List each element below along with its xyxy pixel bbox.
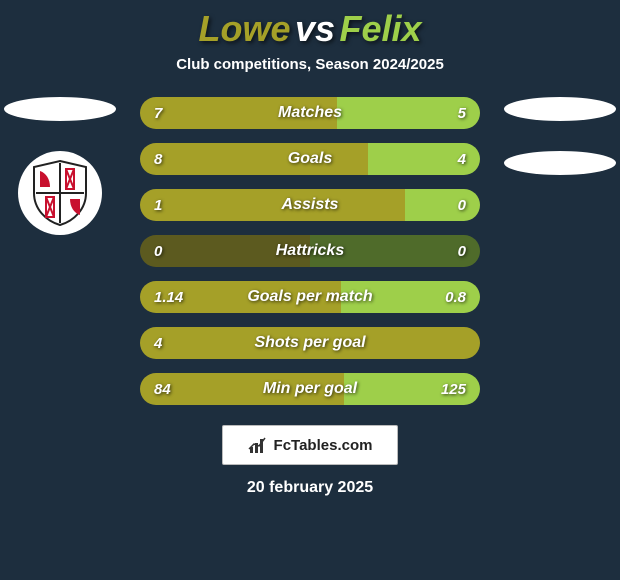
stat-bar-row: Shots per goal4 [140, 327, 480, 359]
bar-value-left: 4 [154, 327, 162, 359]
bar-value-left: 1 [154, 189, 162, 221]
left-club-shield [18, 151, 102, 235]
source-logo-text: FcTables.com [274, 437, 373, 454]
left-club-ellipse [4, 97, 116, 121]
bar-value-left: 7 [154, 97, 162, 129]
bar-value-left: 1.14 [154, 281, 183, 313]
bar-stat-label: Matches [140, 97, 480, 129]
bar-value-right: 0.8 [445, 281, 466, 313]
date: 20 february 2025 [0, 479, 620, 497]
source-logo: FcTables.com [222, 425, 398, 465]
left-badge-column [0, 97, 120, 235]
page-title: Lowe vs Felix [0, 0, 620, 50]
title-vs: vs [295, 8, 335, 49]
bar-stat-label: Assists [140, 189, 480, 221]
stat-bar-row: Assists1 0 [140, 189, 480, 221]
subtitle: Club competitions, Season 2024/2025 [0, 56, 620, 73]
bar-stat-label: Hattricks [140, 235, 480, 267]
stat-bar-row: Goals8 4 [140, 143, 480, 175]
title-player-left: Lowe [198, 8, 290, 49]
stat-bars: Matches75Goals84Assists10Hattricks00Goal… [140, 97, 480, 405]
shield-icon [30, 159, 90, 227]
bar-value-left: 8 [154, 143, 162, 175]
stat-bar-row: Matches7 5 [140, 97, 480, 129]
stat-bar-row: Hattricks0 0 [140, 235, 480, 267]
bar-value-right: 0 [458, 189, 466, 221]
bar-stat-label: Goals per match [140, 281, 480, 313]
bar-stat-label: Goals [140, 143, 480, 175]
stat-bar-row: Min per goal84 125 [140, 373, 480, 405]
comparison-chart: Matches75Goals84Assists10Hattricks00Goal… [0, 97, 620, 405]
title-player-right: Felix [339, 8, 421, 49]
bar-value-right: 5 [458, 97, 466, 129]
right-club-ellipse-1 [504, 97, 616, 121]
bar-stat-label: Shots per goal [140, 327, 480, 359]
stat-bar-row: Goals per match1.14 0.8 [140, 281, 480, 313]
bar-value-right: 125 [441, 373, 466, 405]
bar-stat-label: Min per goal [140, 373, 480, 405]
right-club-ellipse-2 [504, 151, 616, 175]
bar-value-left: 84 [154, 373, 171, 405]
bar-value-right: 4 [458, 143, 466, 175]
bar-value-left: 0 [154, 235, 162, 267]
right-badge-column [500, 97, 620, 175]
bar-value-right: 0 [458, 235, 466, 267]
bar-chart-icon [248, 435, 268, 455]
